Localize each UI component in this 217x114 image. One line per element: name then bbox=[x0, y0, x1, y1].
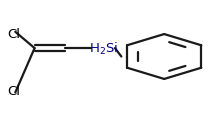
Text: Cl: Cl bbox=[8, 84, 21, 97]
Text: H$_2$Si: H$_2$Si bbox=[89, 41, 118, 57]
Text: Cl: Cl bbox=[8, 28, 21, 41]
